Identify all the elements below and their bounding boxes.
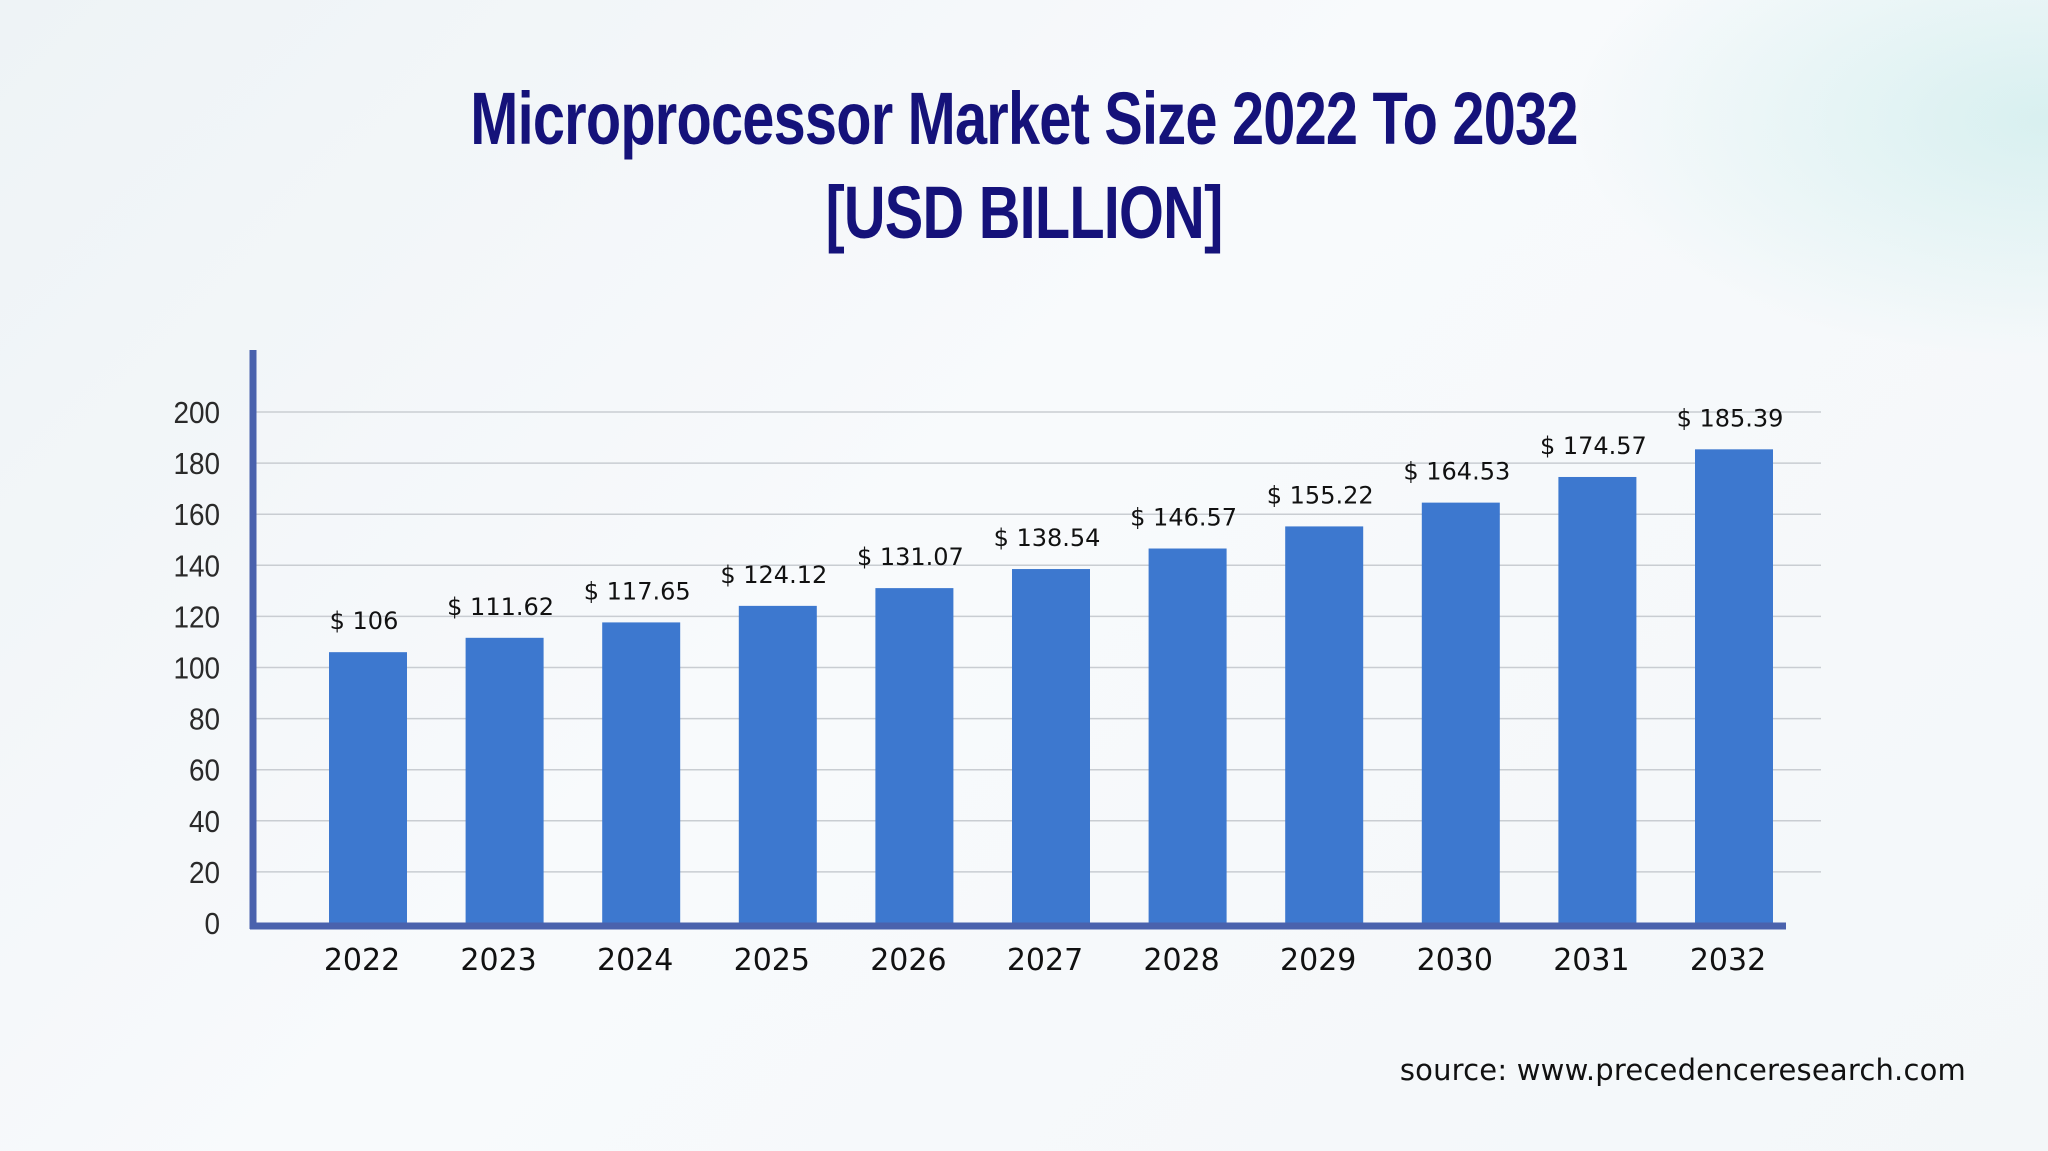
- bar-2028: [1148, 548, 1227, 923]
- x-tick-label: 2025: [734, 943, 810, 978]
- data-label: $ 131.07: [857, 543, 964, 571]
- bar-2025: [738, 605, 817, 923]
- source-note: source: www.precedenceresearch.com: [1399, 1053, 1966, 1087]
- y-tick-label: 160: [173, 498, 220, 533]
- y-tick-label: 80: [189, 702, 220, 737]
- y-tick-label: 60: [189, 753, 220, 788]
- data-label: $ 138.54: [994, 524, 1101, 552]
- y-tick-label: 100: [173, 651, 220, 686]
- x-tick-label: 2028: [1143, 943, 1219, 978]
- x-tick-label: 2029: [1280, 943, 1356, 978]
- x-tick-label: 2030: [1417, 943, 1493, 978]
- bar-2026: [875, 588, 954, 923]
- chart-subtitle: [USD BILLION]: [825, 171, 1223, 254]
- data-label: $ 117.65: [584, 577, 691, 605]
- data-label: $ 106: [330, 607, 399, 635]
- y-tick-label: 120: [173, 600, 220, 635]
- x-tick-label: 2022: [324, 943, 400, 978]
- y-tick-label: 20: [189, 856, 220, 891]
- data-label: $ 155.22: [1267, 481, 1374, 509]
- x-tick-label: 2032: [1690, 943, 1766, 978]
- bar-2022: [329, 652, 407, 923]
- bar-2027: [1012, 569, 1090, 923]
- x-tick-label: 2023: [460, 943, 536, 978]
- x-tick-label: 2024: [597, 943, 673, 978]
- data-label: $ 111.62: [447, 593, 554, 621]
- x-tick-label: 2027: [1007, 943, 1083, 978]
- y-tick-label: 200: [173, 396, 220, 431]
- x-tick-label: 2026: [870, 943, 946, 978]
- data-label: $ 185.39: [1677, 404, 1784, 432]
- background-decoration: [1488, 0, 2048, 400]
- y-tick-label: 40: [189, 804, 220, 839]
- chart-title: Microprocessor Market Size 2022 To 2032: [470, 77, 1578, 160]
- bar-2023: [465, 637, 544, 923]
- bar-2031: [1558, 476, 1637, 923]
- bar-2024: [602, 622, 681, 923]
- data-label: $ 164.53: [1403, 458, 1510, 486]
- data-label: $ 174.57: [1540, 432, 1647, 460]
- y-tick-label: 140: [173, 549, 220, 584]
- data-label: $ 124.12: [720, 561, 827, 589]
- x-tick-label: 2031: [1553, 943, 1629, 978]
- y-tick-label: 0: [204, 907, 220, 942]
- bar-2029: [1285, 526, 1364, 923]
- data-label: $ 146.57: [1130, 504, 1237, 532]
- bar-2032: [1695, 449, 1773, 923]
- bar-2030: [1421, 502, 1500, 923]
- y-tick-label: 180: [173, 447, 220, 482]
